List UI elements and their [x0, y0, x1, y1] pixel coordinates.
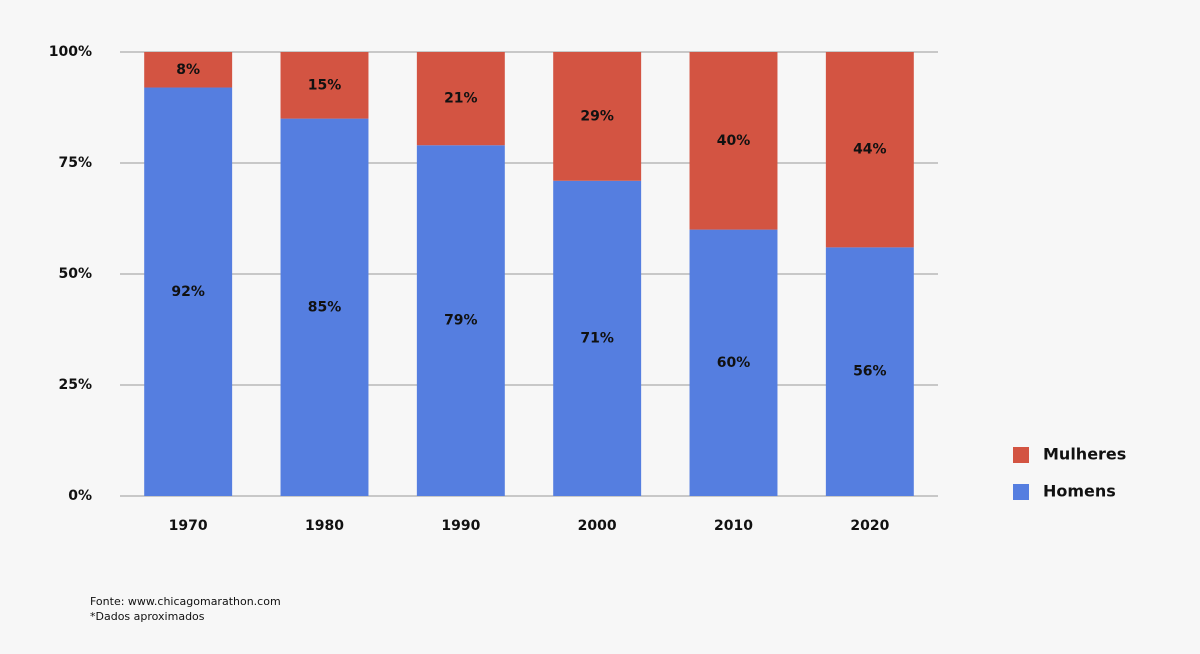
value-label: 92%	[171, 284, 205, 300]
bar-segment	[280, 118, 369, 496]
value-label: 85%	[308, 299, 342, 315]
x-tick-label: 2000	[578, 518, 617, 534]
legend-label: Homens	[1043, 482, 1116, 501]
value-label: 15%	[308, 77, 342, 93]
bar-segment	[553, 180, 642, 496]
bar-segment	[825, 247, 914, 496]
y-tick-label: 50%	[58, 266, 92, 282]
value-label: 21%	[444, 91, 478, 107]
bar-segment	[689, 52, 778, 230]
legend-swatch	[1013, 447, 1029, 463]
value-label: 79%	[444, 313, 478, 329]
bar-segment	[144, 87, 233, 497]
value-label: 71%	[580, 330, 614, 346]
y-tick-label: 25%	[58, 377, 92, 393]
y-tick-label: 75%	[58, 155, 92, 171]
x-tick-label: 2020	[850, 518, 889, 534]
x-tick-label: 1990	[441, 518, 480, 534]
bar-segment	[553, 52, 642, 181]
x-tick-label: 2010	[714, 518, 753, 534]
bar-segment	[144, 52, 233, 88]
legend-label: Mulheres	[1043, 445, 1126, 464]
x-tick-label: 1970	[169, 518, 208, 534]
value-label: 56%	[853, 364, 887, 380]
value-label: 44%	[853, 142, 887, 158]
legend-swatch	[1013, 484, 1029, 500]
value-label: 8%	[176, 62, 200, 78]
note: *Dados aproximados	[90, 610, 205, 623]
bar-segment	[825, 52, 914, 248]
bar-segment	[280, 52, 369, 119]
x-tick-label: 1980	[305, 518, 344, 534]
y-tick-label: 100%	[49, 44, 92, 60]
value-label: 60%	[717, 355, 751, 371]
value-label: 29%	[580, 108, 614, 124]
value-label: 40%	[717, 133, 751, 149]
y-tick-label: 0%	[68, 488, 92, 504]
bar-segment	[689, 229, 778, 496]
bar-segment	[416, 52, 505, 146]
source: Fonte: www.chicagomarathon.com	[90, 595, 281, 608]
bar-segment	[416, 145, 505, 497]
